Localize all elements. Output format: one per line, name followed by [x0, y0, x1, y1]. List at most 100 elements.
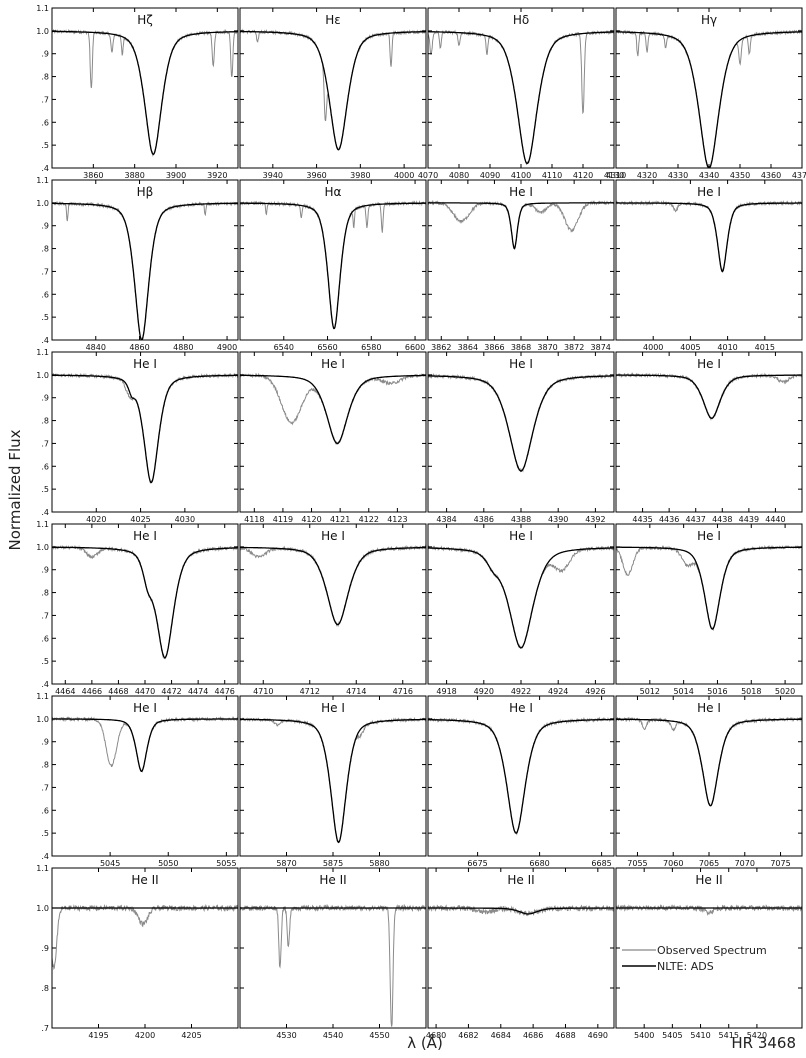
y-tick-label: .6	[41, 806, 49, 815]
x-tick-label: 3866	[484, 343, 504, 352]
y-tick-label: 1.0	[36, 715, 49, 724]
y-tick-label: .9	[41, 738, 49, 747]
x-tick-label: 4438	[712, 515, 732, 524]
x-tick-label: 3980	[350, 171, 370, 180]
spectrum-panel: 6540 6560 6580 6600 Hα	[239, 179, 427, 352]
x-tick-label: 4010	[717, 343, 737, 352]
x-tick-label: 3872	[564, 343, 584, 352]
x-tick-label: 4330	[668, 171, 688, 180]
model-spectrum-line	[240, 30, 426, 151]
panel-line-label: He I	[321, 701, 345, 715]
x-tick-label: 6600	[405, 343, 425, 352]
y-tick-label: 1.1	[36, 692, 49, 701]
observed-spectrum-line	[52, 715, 238, 773]
x-tick-label: 5014	[673, 687, 693, 696]
panel-line-label: Hε	[325, 13, 341, 27]
y-tick-label: .6	[41, 118, 49, 127]
spectrum-panel: 4020 4025 4030 .4 .5 .6 .7 .8 .9 1.0 1.1 He I	[36, 348, 239, 524]
x-tick-label: 4688	[555, 1031, 575, 1040]
x-tick-label: 4920	[474, 687, 494, 696]
x-tick-label: 4015	[755, 343, 775, 352]
x-tick-label: 4200	[135, 1031, 155, 1040]
y-tick-label: 1.0	[36, 904, 49, 913]
observed-spectrum-line	[616, 199, 802, 273]
y-tick-label: .8	[41, 761, 49, 770]
y-tick-label: .6	[41, 462, 49, 471]
x-tick-label: 4310	[606, 171, 626, 180]
y-tick-label: .5	[41, 657, 49, 666]
x-tick-label: 5410	[690, 1031, 710, 1040]
x-tick-label: 4900	[217, 343, 237, 352]
y-tick-label: .7	[41, 439, 49, 448]
x-tick-label: 4712	[300, 687, 320, 696]
panel-line-label: He II	[695, 873, 722, 887]
x-tick-label: 4860	[129, 343, 149, 352]
observed-spectrum-line	[428, 372, 614, 473]
y-tick-label: .8	[41, 589, 49, 598]
x-tick-label: 4030	[175, 515, 195, 524]
panel-line-label: He I	[321, 529, 345, 543]
x-tick-label: 4686	[523, 1031, 543, 1040]
spectrum-panel: 5400 5405 5410 5415 5420 He II	[615, 867, 803, 1040]
panel-line-label: He I	[697, 357, 721, 371]
x-tick-label: 4120	[301, 515, 321, 524]
model-spectrum-line	[616, 202, 802, 273]
y-tick-label: .8	[41, 73, 49, 82]
spectrum-panel: 4680 4682 4684 4686 4688 4690 He II	[426, 867, 615, 1040]
legend-label-model: NLTE: ADS	[657, 960, 714, 973]
x-tick-label: 3868	[511, 343, 531, 352]
observed-spectrum-line	[240, 903, 426, 1027]
spectrum-panel: 4918 4920 4922 4924 4926 He I	[427, 523, 615, 696]
model-spectrum-line	[428, 202, 614, 250]
panel-line-label: He I	[697, 701, 721, 715]
x-tick-label: 5050	[158, 859, 178, 868]
panel-frame	[51, 351, 239, 513]
observed-spectrum-line	[616, 903, 802, 916]
x-tick-label: 4025	[130, 515, 150, 524]
panel-frame	[51, 695, 239, 857]
panel-frame	[239, 179, 427, 341]
observed-spectrum-line	[616, 29, 802, 168]
panel-line-label: Hα	[325, 185, 342, 199]
x-tick-label: 5012	[640, 687, 660, 696]
observed-spectrum-line	[616, 716, 802, 807]
x-tick-label: 4390	[548, 515, 568, 524]
x-tick-label: 4120	[573, 171, 593, 180]
x-tick-label: 4130	[604, 171, 624, 180]
panel-line-label: He II	[131, 873, 158, 887]
model-spectrum-line	[240, 374, 426, 445]
model-spectrum-line	[52, 718, 238, 773]
x-tick-label: 4918	[436, 687, 456, 696]
panel-line-label: He I	[509, 357, 533, 371]
y-tick-label: .7	[41, 267, 49, 276]
x-tick-label: 4680	[426, 1031, 446, 1040]
panel-frame	[51, 179, 239, 341]
x-tick-label: 4080	[449, 171, 469, 180]
spectrum-panel: 5045 5050 5055 .4 .5 .6 .7 .8 .9 1.0 1.1 He I	[36, 692, 239, 868]
y-tick-label: .4	[41, 508, 49, 517]
observed-spectrum-line	[52, 372, 238, 484]
x-tick-label: 3920	[207, 171, 227, 180]
panel-line-label: He I	[509, 185, 533, 199]
panel-line-label: Hβ	[137, 185, 154, 199]
y-tick-label: .8	[41, 417, 49, 426]
y-tick-label: .7	[41, 611, 49, 620]
x-tick-label: 4100	[511, 171, 531, 180]
x-tick-label: 4386	[474, 515, 494, 524]
x-tick-label: 7060	[663, 859, 683, 868]
x-tick-label: 5420	[747, 1031, 767, 1040]
panel-frame	[615, 179, 803, 341]
x-tick-label: 3940	[263, 171, 283, 180]
panel-line-label: He I	[133, 701, 157, 715]
x-tick-label: 5870	[276, 859, 296, 868]
spectrum-panel: 3862 3864 3866 3868 3870 3872 3874 He I	[427, 179, 615, 352]
x-tick-label: 4474	[188, 687, 208, 696]
spectrum-panel: 4384 4386 4388 4390 4392 He I	[427, 351, 615, 524]
y-axis-label: Normalized Flux	[6, 429, 24, 550]
panel-line-label: Hζ	[137, 13, 153, 27]
x-tick-label: 4530	[276, 1031, 296, 1040]
observed-spectrum-line	[52, 28, 238, 157]
x-tick-label: 4320	[637, 171, 657, 180]
x-tick-label: 5405	[662, 1031, 682, 1040]
observed-spectrum-line	[240, 28, 426, 151]
